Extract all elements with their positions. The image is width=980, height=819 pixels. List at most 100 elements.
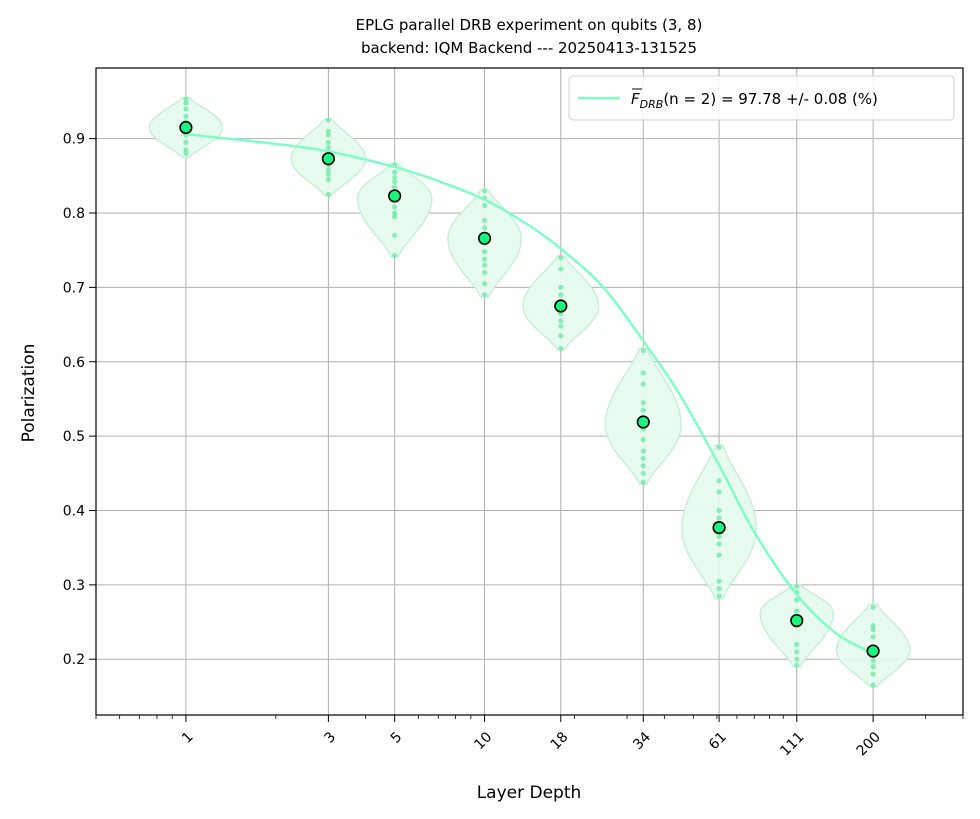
sample-point: [183, 96, 189, 102]
plot-frame: [95, 67, 964, 716]
x-tick-label: 111: [777, 729, 807, 759]
sample-point: [794, 656, 800, 662]
sample-point: [716, 515, 722, 521]
sample-point: [794, 608, 800, 614]
sample-point: [325, 144, 331, 151]
sample-point: [392, 214, 398, 220]
mean-point: [790, 613, 804, 628]
sample-point: [325, 139, 331, 145]
mean-point: [179, 120, 193, 135]
sample-point: [392, 184, 398, 190]
y-tick-label: 0.9: [63, 132, 85, 148]
sample-point: [716, 593, 722, 599]
sample-point: [870, 682, 876, 688]
fit-curve: [185, 133, 874, 655]
sample-point: [325, 117, 331, 123]
sample-point: [481, 202, 488, 209]
y-axis-label: Polarization: [19, 344, 39, 443]
sample-point: [640, 381, 646, 387]
sample-point: [716, 507, 722, 514]
sample-point: [870, 604, 876, 610]
sample-point: [325, 171, 331, 177]
violin-x-5: [356, 163, 433, 257]
sample-point: [325, 176, 331, 183]
legend-label: FDRB(n = 2) = 97.78 +/- 0.08 (%): [631, 90, 878, 111]
sample-point: [558, 292, 564, 298]
sample-point: [481, 188, 488, 194]
sample-point: [640, 370, 646, 376]
sample-point: [870, 623, 876, 629]
sample-point: [392, 169, 398, 175]
sample-point: [640, 400, 646, 406]
sample-point: [794, 583, 800, 589]
sample-point: [325, 191, 331, 198]
sample-point: [325, 167, 331, 173]
sample-point: [640, 463, 646, 469]
legend-rest: (n = 2) = 97.78 +/- 0.08 (%): [663, 90, 878, 108]
sample-point: [716, 533, 722, 540]
sample-point: [716, 552, 722, 558]
mean-point: [321, 152, 335, 166]
sample-point: [392, 252, 398, 259]
y-tick-label: 0.4: [63, 503, 85, 519]
x-tick-label: 1: [179, 729, 197, 747]
sample-point: [183, 100, 189, 106]
sample-point: [716, 585, 722, 592]
sample-point: [481, 256, 488, 262]
legend-f: F: [631, 90, 640, 108]
sample-point: [481, 292, 488, 298]
y-tick-label: 0.3: [63, 578, 85, 594]
sample-point: [558, 255, 564, 261]
sample-point: [870, 658, 876, 664]
sample-point: [640, 347, 646, 354]
sample-point: [325, 128, 331, 134]
mean-markers: [179, 120, 880, 658]
y-axis-ticks: 0.2 0.3 0.4 0.5 0.6 0.7 0.8 0.9: [63, 132, 96, 668]
legend-sub: DRB: [640, 98, 664, 111]
sample-point: [870, 634, 876, 640]
sample-point: [392, 204, 398, 210]
y-tick-label: 0.5: [63, 429, 85, 445]
sample-point: [558, 345, 564, 351]
sample-point: [870, 671, 876, 677]
sample-point: [640, 479, 646, 485]
sample-point: [870, 626, 876, 633]
x-tick-label: 3: [322, 729, 340, 747]
sample-point: [716, 578, 722, 584]
sample-point: [481, 225, 488, 231]
sample-point: [481, 262, 488, 268]
sample-point: [870, 664, 876, 670]
sample-point: [716, 444, 722, 450]
mean-point: [388, 189, 402, 203]
sample-point: [481, 217, 488, 224]
sample-point: [558, 323, 564, 329]
sample-point: [716, 489, 722, 495]
chart-title-line2: backend: IQM Backend --- 20250413-131525: [361, 39, 697, 57]
sample-point: [640, 437, 646, 443]
x-axis-label: Layer Depth: [477, 783, 582, 803]
sample-point: [392, 232, 398, 238]
sample-point: [640, 407, 646, 413]
sample-point: [183, 113, 189, 119]
sample-point: [183, 147, 189, 153]
sample-point: [392, 174, 398, 180]
x-tick-label: 200: [854, 729, 884, 759]
sample-point: [481, 269, 488, 276]
mean-point: [712, 520, 726, 535]
sample-point: [794, 662, 800, 668]
chart-title-line1: EPLG parallel DRB experiment on qubits (…: [356, 16, 703, 34]
sample-point: [392, 179, 398, 185]
legend-box: [568, 75, 955, 121]
y-tick-label: 0.7: [63, 280, 85, 296]
sample-point: [640, 455, 646, 462]
sample-point: [392, 210, 398, 216]
sample-point: [558, 266, 564, 272]
y-tick-label: 0.2: [63, 652, 85, 668]
sample-point: [183, 106, 189, 112]
fit-line: [185, 133, 874, 655]
sample-point: [640, 470, 646, 476]
x-tick-label: 18: [548, 729, 572, 753]
x-tick-label: 10: [471, 729, 495, 753]
y-tick-label: 0.8: [63, 206, 85, 222]
